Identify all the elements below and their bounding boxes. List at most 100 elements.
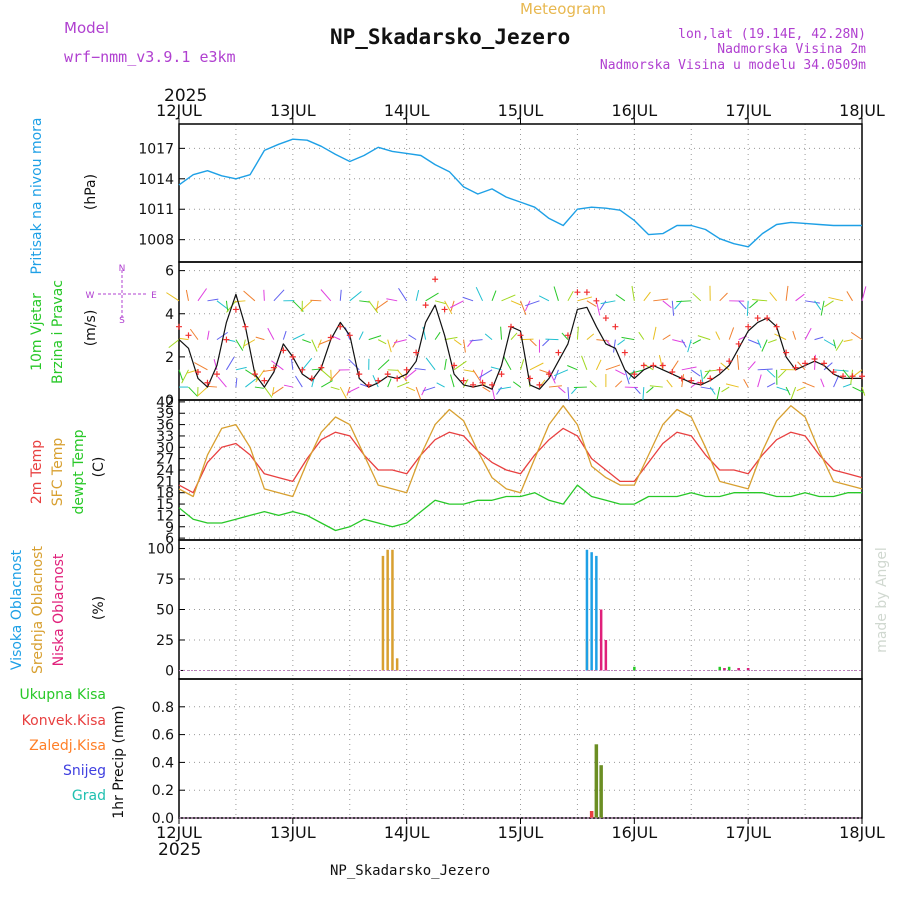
wind-arrow bbox=[235, 339, 244, 351]
bottom-date-label: 15JUL bbox=[498, 823, 544, 842]
gust-marker bbox=[498, 371, 505, 378]
temp-ytick-label: 21 bbox=[156, 474, 174, 490]
gust-marker bbox=[745, 323, 752, 330]
wind-arrow bbox=[520, 300, 527, 315]
temp-ytick-label: 9 bbox=[165, 520, 174, 536]
cloud-unit: (%) bbox=[91, 596, 107, 620]
wind-arrow bbox=[359, 300, 371, 303]
wind-arrow bbox=[600, 300, 616, 305]
temp-ytick-label: 39 bbox=[156, 406, 174, 422]
gust-marker bbox=[232, 306, 239, 313]
gust-marker bbox=[365, 381, 372, 388]
temp-ytick-label: 42 bbox=[156, 395, 174, 411]
wind-unit: (m/s) bbox=[83, 310, 99, 347]
wind-arrow bbox=[615, 369, 626, 376]
wind-arrow bbox=[613, 339, 616, 353]
bar-niska-oblacnost bbox=[737, 668, 740, 671]
series-line-wind-speed bbox=[178, 293, 862, 390]
wind-arrow bbox=[512, 381, 521, 388]
precip-legend-frozen: Zaledj.Kisa bbox=[29, 738, 106, 754]
cloud-ytick-label: 0 bbox=[165, 663, 174, 679]
wind-arrow bbox=[290, 358, 294, 370]
wind-arrow bbox=[835, 339, 844, 351]
wind-arrow bbox=[255, 369, 265, 383]
wind-arrow bbox=[450, 374, 455, 388]
gust-marker bbox=[441, 306, 448, 313]
wind-arrow bbox=[846, 291, 853, 302]
pressure-panel bbox=[178, 138, 862, 248]
pressure-ytick-label: 1014 bbox=[138, 172, 174, 188]
bar-niska-oblacnost bbox=[723, 668, 726, 671]
wind-arrow bbox=[747, 361, 756, 371]
gust-marker bbox=[783, 349, 790, 356]
gust-marker bbox=[564, 332, 571, 339]
bar-ukupna-kisa bbox=[599, 765, 603, 818]
wind-arrow bbox=[235, 366, 247, 371]
gust-marker bbox=[659, 362, 666, 369]
wind-arrow bbox=[709, 386, 716, 395]
wind-arrow bbox=[767, 339, 777, 344]
gust-marker bbox=[840, 373, 847, 380]
wind-arrow bbox=[757, 368, 773, 371]
wind-arrow bbox=[746, 300, 749, 316]
wind-arrow bbox=[820, 300, 825, 316]
gust-marker bbox=[811, 356, 818, 363]
wind-arrow bbox=[642, 387, 645, 401]
wind-arrow bbox=[331, 335, 341, 341]
wind-arrow bbox=[510, 300, 522, 306]
wind-arrow bbox=[662, 300, 672, 309]
wind-arrow bbox=[766, 382, 776, 388]
temp-ytick-label: 33 bbox=[156, 429, 174, 445]
compass-s: S bbox=[119, 316, 125, 326]
bar-srednja-oblacnost bbox=[381, 555, 385, 671]
wind-arrow bbox=[453, 360, 467, 371]
wind-arrow bbox=[178, 369, 184, 381]
gust-marker bbox=[621, 349, 628, 356]
wind-arrow bbox=[725, 383, 739, 388]
temp-ytick-label: 18 bbox=[156, 486, 174, 502]
bar-konvekkisa bbox=[589, 811, 594, 818]
gust-marker bbox=[460, 377, 467, 384]
pressure-ytick-label: 1008 bbox=[138, 233, 174, 249]
cloud-high-label: Visoka Oblacnost bbox=[9, 549, 25, 670]
wind-arrow bbox=[757, 339, 762, 349]
wind-arrow bbox=[643, 291, 651, 302]
wind-arrow bbox=[757, 374, 762, 388]
top-date-label: 16JUL bbox=[611, 101, 657, 120]
wind-arrow bbox=[330, 386, 340, 391]
wind-arrow bbox=[187, 369, 199, 374]
gust-marker bbox=[308, 375, 315, 382]
precip-legend-total: Ukupna Kisa bbox=[19, 687, 106, 703]
wind-arrow bbox=[282, 330, 287, 340]
bar-ukupna-oblacnost bbox=[727, 666, 731, 671]
cloud-ytick-label: 25 bbox=[156, 633, 174, 649]
wind-arrow bbox=[295, 375, 303, 388]
wind-arrow bbox=[690, 369, 701, 377]
compass-n: N bbox=[119, 264, 126, 274]
series-line-dewpt-temp bbox=[178, 484, 862, 532]
top-date-label: 14JUL bbox=[384, 101, 430, 120]
top-date-label: 12JUL bbox=[156, 101, 202, 120]
elevation-text: Nadmorska Visina 2m bbox=[717, 42, 866, 57]
gust-marker bbox=[270, 364, 277, 371]
cloud-ytick-label: 75 bbox=[156, 572, 174, 588]
panel-frames bbox=[178, 123, 863, 819]
wind-arrow bbox=[425, 292, 439, 302]
gust-marker bbox=[261, 377, 268, 384]
wind-arrow bbox=[697, 335, 711, 341]
wind-arrow bbox=[542, 339, 550, 347]
wind-arrow bbox=[766, 369, 776, 378]
wind-arrow bbox=[842, 369, 851, 379]
wind-arrow bbox=[681, 366, 697, 371]
precip-ytick-label: 0.0 bbox=[152, 811, 174, 827]
gust-marker bbox=[508, 323, 515, 330]
series-line-2m-temp bbox=[178, 427, 863, 494]
wind-arrow bbox=[207, 298, 219, 302]
wind-ytick-label: 6 bbox=[165, 264, 174, 280]
temp-ytick-label: 24 bbox=[156, 463, 174, 479]
wind-arrow bbox=[339, 289, 342, 301]
wind-arrow bbox=[462, 296, 474, 302]
wind-arrow bbox=[736, 354, 740, 370]
wind-arrow bbox=[671, 300, 675, 316]
gust-marker bbox=[830, 368, 837, 375]
